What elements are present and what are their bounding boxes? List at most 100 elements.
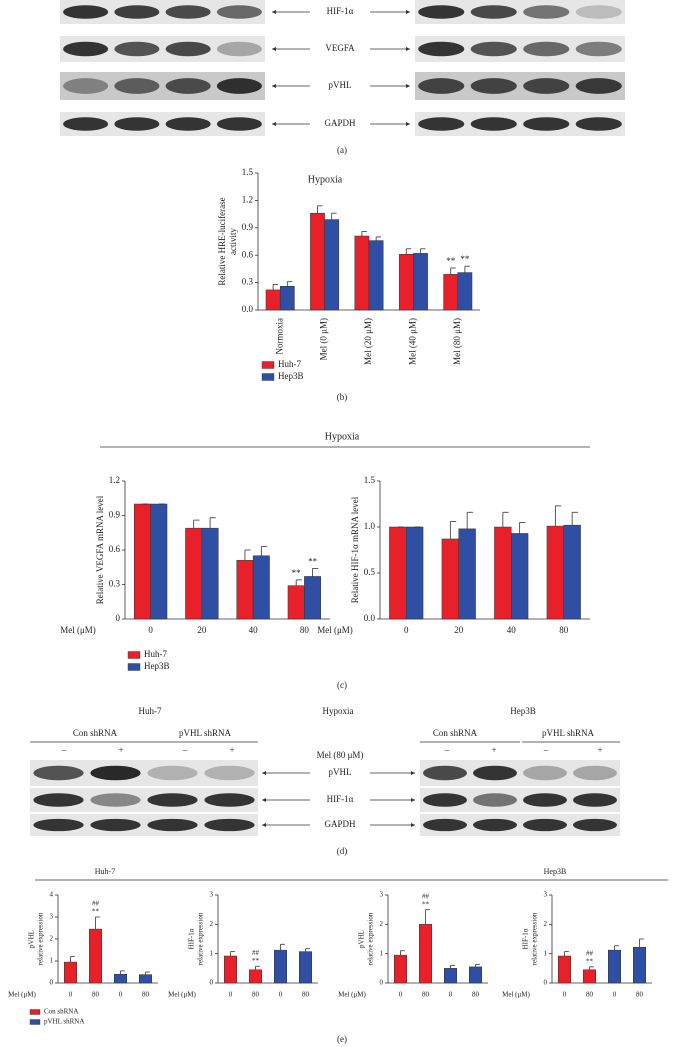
significance-label: ** xyxy=(252,957,260,965)
y-tick-label: 0.0 xyxy=(364,613,376,623)
y-tick-label: 0 xyxy=(116,613,121,623)
y-axis-label: relative expression xyxy=(37,912,45,965)
legend-swatch xyxy=(127,663,141,671)
y-axis-label: pVHL xyxy=(358,930,366,948)
blot-band xyxy=(114,41,160,57)
blot-band xyxy=(473,793,517,807)
legend-swatch xyxy=(261,373,275,381)
x-tick-label: 80 xyxy=(422,991,430,999)
bar xyxy=(546,525,565,620)
blot-band xyxy=(63,41,109,57)
y-tick-label: 1.2 xyxy=(242,194,253,204)
blot-band xyxy=(523,117,570,131)
bar xyxy=(608,949,621,984)
y-tick-label: 4 xyxy=(50,891,54,899)
legend-swatch xyxy=(29,1019,41,1025)
bar xyxy=(139,974,152,984)
bar xyxy=(299,951,312,984)
x-tick-label: Mel (0 μM) xyxy=(319,318,329,360)
panel-label: (a) xyxy=(337,145,347,155)
blot-band xyxy=(63,117,109,131)
x-tick-label: 40 xyxy=(507,625,517,635)
blot-label: pVHL xyxy=(329,80,352,90)
blot-band xyxy=(575,117,622,131)
treatment-sign: + xyxy=(597,745,602,755)
y-tick-label: 1 xyxy=(210,949,214,957)
x-axis-label: Mel (μM) xyxy=(60,625,96,635)
x-tick-label: 80 xyxy=(472,991,480,999)
blot-band xyxy=(147,818,198,832)
y-tick-label: 2 xyxy=(380,920,384,928)
x-tick-label: 0 xyxy=(563,991,567,999)
blot-band xyxy=(33,793,84,807)
blot-band xyxy=(147,793,198,807)
blot-band xyxy=(216,78,262,94)
shrna-label: pVHL shRNA xyxy=(179,728,231,738)
significance-label: ## xyxy=(252,949,260,957)
significance-label: ** xyxy=(460,254,470,264)
blot-band xyxy=(523,78,570,94)
treatment-sign: + xyxy=(229,745,234,755)
blot-background xyxy=(30,814,258,836)
bar xyxy=(354,235,370,311)
blot-label: HIF-1α xyxy=(327,794,354,804)
blot-band xyxy=(63,78,109,94)
blot-band xyxy=(90,818,141,832)
treatment-sign: – xyxy=(182,745,188,755)
bar xyxy=(469,966,482,984)
x-tick-label: 0 xyxy=(399,991,403,999)
x-tick-label: 0 xyxy=(613,991,617,999)
bar xyxy=(458,528,476,620)
y-axis-label: relative expression xyxy=(531,912,539,965)
group-label: Hep3B xyxy=(510,706,536,716)
bar xyxy=(389,526,407,620)
y-axis-label: Relative VEGFA mRNA level xyxy=(95,495,105,604)
blot-band xyxy=(523,5,570,19)
panel-label: (d) xyxy=(337,846,348,856)
bar xyxy=(394,954,407,984)
y-tick-label: 0.5 xyxy=(364,567,376,577)
bar xyxy=(64,961,77,984)
bar xyxy=(633,946,646,984)
treatment-sign: – xyxy=(444,745,450,755)
y-tick-label: 0 xyxy=(380,979,384,987)
y-tick-label: 0.3 xyxy=(242,277,254,287)
blot-band xyxy=(165,78,211,94)
legend-label: Hep3B xyxy=(278,371,304,381)
bar xyxy=(224,955,237,984)
bar xyxy=(274,949,287,984)
y-tick-label: 0.6 xyxy=(109,544,121,554)
y-tick-label: 1.5 xyxy=(364,475,376,485)
bar xyxy=(287,585,305,620)
legend-label: Con shRNA xyxy=(44,1008,78,1016)
y-tick-label: 2 xyxy=(210,920,214,928)
bar xyxy=(368,240,384,311)
bar xyxy=(419,924,432,984)
blot-band xyxy=(418,5,465,19)
y-axis-label: relative expression xyxy=(197,912,205,965)
blot-band xyxy=(216,41,262,57)
blot-band xyxy=(90,765,141,781)
blot-band xyxy=(33,765,84,781)
x-tick-label: 20 xyxy=(454,625,464,635)
y-tick-label: 3 xyxy=(50,913,54,921)
blot-band xyxy=(473,765,517,781)
bar xyxy=(324,219,340,311)
treatment-sign: – xyxy=(61,745,67,755)
blot-band xyxy=(575,41,622,57)
significance-label: ** xyxy=(92,908,100,916)
shrna-label: Con shRNA xyxy=(73,728,118,738)
x-tick-label: 0 xyxy=(229,991,233,999)
blot-band xyxy=(33,818,84,832)
x-tick-label: 0 xyxy=(449,991,453,999)
x-tick-label: 20 xyxy=(197,625,207,635)
chart-title: Hep3B xyxy=(544,867,567,876)
group-label: Huh-7 xyxy=(139,706,162,716)
x-tick-label: Mel (40 μM) xyxy=(407,318,417,365)
group-label: Hypoxia xyxy=(323,706,354,716)
blot-band xyxy=(523,793,567,807)
legend-swatch xyxy=(261,361,275,369)
blot-band xyxy=(114,117,160,131)
panel-label: (b) xyxy=(337,392,348,402)
chart-title: Huh-7 xyxy=(95,867,115,876)
